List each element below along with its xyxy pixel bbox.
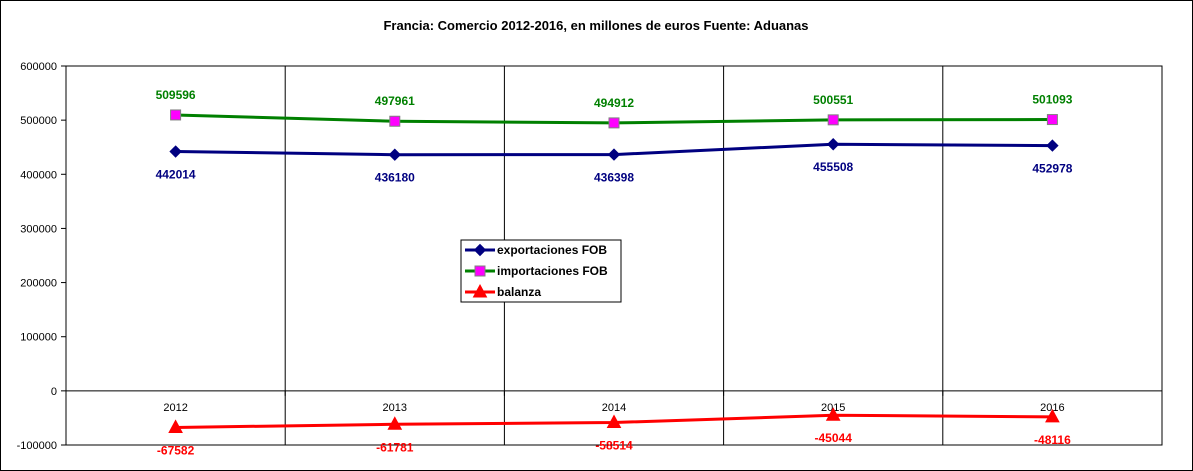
data-label: 436180	[375, 171, 415, 185]
point-triangle	[387, 416, 403, 430]
y-tick-label: 0	[51, 386, 57, 398]
plot-area: 600000 500000 400000 300000 200000 100000 0 -10…	[17, 61, 1163, 457]
point-diamond	[607, 148, 621, 161]
data-label: 509596	[156, 88, 196, 102]
point-triangle	[1045, 408, 1060, 423]
data-label: 452978	[1032, 162, 1072, 176]
data-label: 436398	[594, 171, 634, 185]
point-square	[170, 109, 182, 121]
data-label: 442014	[156, 168, 196, 182]
data-label: 500551	[813, 93, 853, 107]
point-square	[608, 117, 620, 129]
data-label: 497961	[375, 94, 415, 108]
chart-title: Francia: Comercio 2012-2016, en millones…	[383, 18, 808, 33]
point-diamond	[1046, 139, 1059, 152]
x-tick-label: 2016	[1040, 402, 1064, 414]
data-label: 455508	[813, 160, 853, 174]
y-tick-label: 300000	[20, 223, 57, 235]
y-tick-label: 200000	[20, 278, 57, 290]
data-label: -48116	[1034, 433, 1071, 447]
y-tick-label: 500000	[20, 115, 57, 127]
data-label: -61781	[376, 440, 414, 454]
y-tick-label: 400000	[20, 169, 57, 181]
y-tick-label: 600000	[20, 61, 57, 73]
data-label: -58514	[595, 439, 633, 453]
point-square	[389, 115, 401, 127]
x-tick-label: 2014	[602, 402, 626, 414]
data-label: 501093	[1032, 93, 1072, 107]
point-square	[827, 114, 839, 126]
point-triangle	[825, 407, 841, 421]
point-diamond	[388, 148, 402, 161]
x-tick-label: 2012	[163, 402, 187, 414]
legend-label: exportaciones FOB	[497, 243, 607, 257]
point-diamond	[826, 138, 840, 151]
point-square	[1046, 114, 1058, 126]
data-label: -45044	[815, 431, 853, 445]
point-diamond	[473, 243, 487, 257]
plot-frame	[65, 65, 1163, 446]
point-diamond	[169, 145, 182, 158]
legend-label: balanza	[497, 285, 541, 299]
y-tick-label: 100000	[20, 332, 57, 344]
y-tick-label: -100000	[17, 440, 57, 452]
x-tick-label: 2013	[383, 402, 407, 414]
point-triangle	[606, 414, 622, 429]
point-square	[474, 265, 486, 277]
point-triangle	[168, 419, 183, 433]
point-triangle	[472, 283, 488, 298]
legend-label: importaciones FOB	[497, 264, 608, 278]
data-label: 494912	[594, 96, 634, 110]
legend: exportaciones FOB importaciones FOB balanz…	[460, 239, 622, 303]
data-label: -67582	[157, 443, 195, 457]
